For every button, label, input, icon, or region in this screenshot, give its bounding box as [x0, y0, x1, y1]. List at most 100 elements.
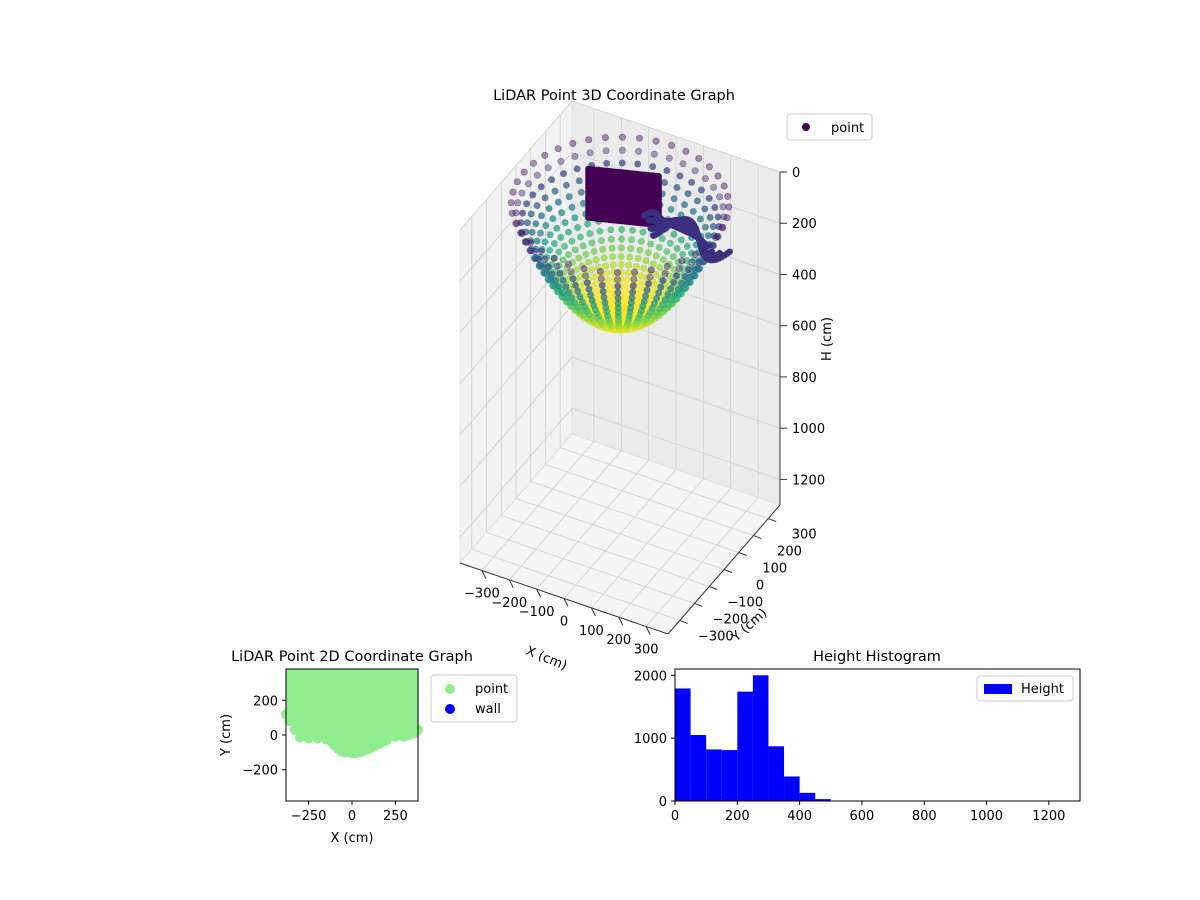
3d-y-tick-label: 200 — [777, 545, 802, 560]
3d-data-point — [652, 137, 660, 145]
3d-data-point — [508, 209, 516, 217]
3d-data-point — [674, 285, 682, 293]
3d-wall-point — [726, 248, 733, 255]
grid-z-left — [459, 305, 573, 436]
3d-data-point — [551, 187, 559, 195]
histogram-x-ticks: 0 200 400 600 800 1000 1200 — [671, 801, 1065, 824]
3d-data-point — [659, 256, 667, 264]
3d-data-point — [652, 270, 660, 278]
histogram-y-tick-label: 2000 — [634, 669, 667, 684]
3d-data-point — [617, 260, 625, 268]
3d-data-point — [558, 209, 566, 217]
histogram-bar — [799, 792, 816, 801]
3d-data-point — [590, 273, 598, 281]
3d-data-point — [513, 178, 521, 186]
3d-data-point — [568, 258, 576, 266]
3d-data-point — [679, 160, 687, 168]
3d-data-point — [614, 276, 622, 284]
3d-data-point — [559, 276, 567, 284]
3d-y-tick-mark — [723, 569, 733, 573]
3d-x-tick-mark — [645, 626, 651, 635]
3d-data-point — [531, 247, 539, 255]
histogram-legend-swatch — [984, 684, 1012, 694]
grid-z-back — [571, 408, 781, 480]
3d-data-point — [696, 215, 704, 223]
3d-x-tick-mark — [563, 598, 569, 607]
3d-data-point — [528, 228, 536, 236]
3d-data-point — [607, 226, 615, 234]
3d-data-point — [564, 251, 572, 259]
3d-data-point — [701, 223, 709, 231]
3d-z-tick-label: 1000 — [792, 422, 825, 437]
3d-data-point — [507, 199, 515, 207]
3d-data-point — [518, 189, 526, 197]
grid-y-floor — [515, 498, 725, 570]
3d-data-point — [701, 175, 709, 183]
3d-data-point — [546, 246, 554, 254]
3d-z-tick-label: 400 — [792, 268, 817, 283]
3d-y-tick-mark — [753, 535, 762, 540]
3d-data-point — [599, 287, 607, 295]
3d-data-point — [719, 203, 727, 211]
histogram-y-tick-label: 0 — [659, 795, 667, 810]
3d-y-tick-mark — [679, 619, 688, 624]
grid-z-left — [459, 203, 573, 333]
2d-y-ticks: −200 0 200 — [242, 694, 286, 779]
3d-z-axis-label: H (cm) — [820, 317, 835, 361]
3d-data-point — [650, 150, 658, 158]
3d-data-point — [614, 288, 622, 296]
3d-data-point — [635, 134, 643, 142]
3d-data-point — [574, 224, 582, 232]
2d-legend-marker-point — [445, 684, 455, 694]
3d-data-point — [688, 178, 696, 186]
grid-y-floor — [486, 532, 695, 604]
3d-data-point — [680, 201, 688, 209]
histogram-title: Height Histogram — [813, 649, 941, 665]
chart-2d-title: LiDAR Point 2D Coordinate Graph — [231, 649, 473, 665]
3d-data-point — [596, 267, 604, 275]
3d-data-point — [687, 249, 695, 257]
3d-z-tick-label: 600 — [792, 320, 817, 335]
3d-data-point — [592, 256, 600, 264]
3d-data-point — [523, 219, 531, 227]
chart-3d-title: LiDAR Point 3D Coordinate Graph — [493, 88, 735, 104]
histogram-bar — [752, 675, 769, 801]
3d-data-point — [564, 260, 572, 268]
3d-y-tick-label: 100 — [762, 562, 787, 577]
3d-data-point — [509, 188, 517, 196]
3d-data-point — [618, 146, 626, 154]
chart-histogram: Height Histogram 0 200 400 600 800 1000 1200 0… — [634, 649, 1081, 824]
3d-data-point — [629, 282, 637, 290]
3d-data-point — [577, 188, 585, 196]
3d-data-point — [564, 228, 572, 236]
3d-data-point — [582, 272, 590, 280]
3d-data-point — [604, 276, 612, 284]
3d-x-tick-label: −300 — [464, 586, 500, 601]
3d-data-point — [631, 268, 639, 276]
3d-point-cloud — [507, 133, 733, 334]
3d-data-point — [635, 147, 643, 155]
3d-data-point — [548, 270, 556, 278]
3d-data-point — [576, 233, 584, 241]
3d-data-point — [665, 272, 673, 280]
3d-data-point — [519, 209, 527, 217]
3d-data-point — [639, 228, 647, 236]
3d-data-point — [691, 167, 699, 175]
3d-data-point — [629, 288, 637, 296]
histogram-bar — [721, 750, 738, 801]
3d-z-tick-label: 200 — [792, 217, 817, 232]
3d-data-point — [514, 199, 522, 207]
3d-data-point — [541, 238, 549, 246]
3d-data-point — [568, 294, 576, 302]
3d-x-tick-label: −200 — [491, 596, 527, 611]
3d-data-point — [608, 244, 616, 252]
histogram-bar — [784, 776, 800, 801]
3d-data-point — [644, 280, 652, 288]
3d-y-tick-label: −200 — [713, 612, 749, 627]
2d-x-tick-label: 0 — [348, 809, 356, 824]
3d-data-point — [675, 265, 683, 273]
3d-data-point — [688, 258, 696, 266]
3d-data-point — [655, 243, 663, 251]
3d-data-point — [544, 263, 552, 271]
